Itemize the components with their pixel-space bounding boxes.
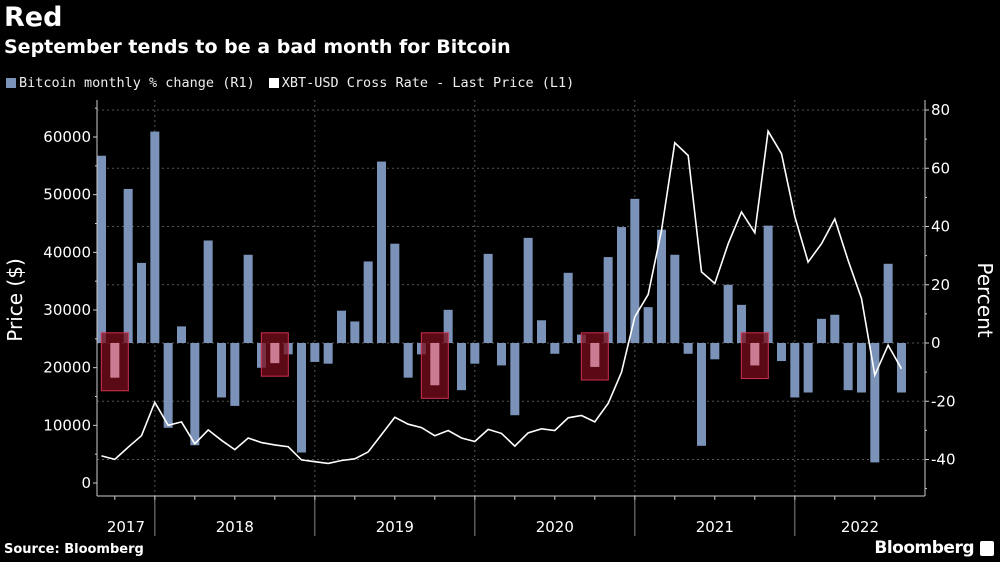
brand-logo: Bloomberg bbox=[874, 538, 974, 558]
left-tick-label: 30000 bbox=[43, 301, 91, 319]
source-note: Source: Bloomberg bbox=[4, 542, 144, 557]
bar-2017-11 bbox=[136, 262, 146, 343]
x-tick-label: 2019 bbox=[376, 518, 414, 536]
bar-2022-03 bbox=[830, 314, 840, 343]
bar-2021-04 bbox=[683, 343, 693, 354]
left-tick-label: 10000 bbox=[43, 416, 91, 434]
bar-2022-02 bbox=[816, 318, 826, 343]
bar-2022-07 bbox=[883, 263, 893, 343]
legend-item-line: XBT-USD Cross Rate - Last Price (L1) bbox=[268, 75, 575, 91]
right-tick-label: -40 bbox=[931, 451, 956, 469]
bar-2021-05 bbox=[696, 343, 706, 446]
bar-2020-11 bbox=[616, 227, 626, 343]
x-tick-label: 2021 bbox=[696, 518, 734, 536]
bar-2019-02 bbox=[336, 310, 346, 343]
bar-2019-05 bbox=[376, 161, 386, 343]
highlighted-bar bbox=[750, 343, 760, 366]
bar-2019-01 bbox=[323, 343, 333, 364]
bar-2017-12 bbox=[150, 131, 160, 343]
legend-swatch-bars bbox=[6, 78, 16, 88]
bar-2020-12 bbox=[630, 198, 640, 343]
bar-2021-03 bbox=[670, 254, 680, 343]
bar-2021-07 bbox=[723, 284, 733, 343]
bar-2018-12 bbox=[310, 343, 320, 362]
bar-2020-06 bbox=[550, 343, 560, 354]
bar-2022-05 bbox=[856, 343, 866, 393]
bar-2018-02 bbox=[176, 326, 186, 343]
legend-item-bars: Bitcoin monthly % change (R1) bbox=[6, 75, 255, 91]
highlighted-bar bbox=[590, 343, 600, 367]
left-axis-title: Price ($) bbox=[3, 258, 27, 341]
bar-2020-01 bbox=[483, 253, 493, 343]
bar-2018-06 bbox=[230, 343, 240, 406]
left-tick-label: 40000 bbox=[43, 243, 91, 261]
bar-2022-04 bbox=[843, 343, 853, 391]
bar-2021-12 bbox=[790, 343, 800, 398]
chart-subtitle: September tends to be a bad month for Bi… bbox=[4, 36, 511, 58]
legend-label-bars: Bitcoin monthly % change (R1) bbox=[19, 75, 255, 91]
bar-2021-01 bbox=[643, 307, 653, 343]
highlighted-bar bbox=[110, 343, 120, 378]
bar-2018-07 bbox=[243, 254, 253, 343]
right-tick-label: 0 bbox=[931, 334, 941, 352]
left-tick-label: 60000 bbox=[43, 128, 91, 146]
highlighted-bar bbox=[430, 343, 440, 386]
price-line bbox=[101, 128, 903, 465]
bar-2021-10 bbox=[763, 225, 773, 343]
right-tick-label: 20 bbox=[931, 276, 950, 294]
legend-label-line: XBT-USD Cross Rate - Last Price (L1) bbox=[281, 75, 575, 91]
right-axis-title: Percent bbox=[973, 262, 997, 337]
bar-2017-10 bbox=[123, 188, 133, 343]
bar-2021-06 bbox=[710, 343, 720, 360]
bar-2019-04 bbox=[363, 261, 373, 343]
legend: Bitcoin monthly % change (R1) XBT-USD Cr… bbox=[6, 75, 574, 91]
right-tick-label: -20 bbox=[931, 392, 956, 410]
left-tick-label: 0 bbox=[81, 474, 91, 492]
x-tick-label: 2022 bbox=[841, 518, 879, 536]
x-tick-label: 2020 bbox=[536, 518, 574, 536]
bar-2020-03 bbox=[510, 343, 520, 416]
bar-2019-06 bbox=[390, 243, 400, 343]
right-tick-label: 80 bbox=[931, 101, 950, 119]
bar-2019-03 bbox=[350, 321, 360, 343]
bar-2018-11 bbox=[296, 343, 306, 453]
bar-2020-07 bbox=[563, 272, 573, 343]
bar-2020-02 bbox=[496, 343, 506, 366]
bar-2017-08 bbox=[97, 155, 106, 343]
right-tick-label: 60 bbox=[931, 159, 950, 177]
bar-2019-12 bbox=[470, 343, 480, 364]
bar-2021-08 bbox=[736, 304, 746, 343]
bar-2021-02 bbox=[656, 229, 666, 343]
left-tick-label: 20000 bbox=[43, 359, 91, 377]
left-tick-label: 50000 bbox=[43, 186, 91, 204]
bar-2020-05 bbox=[536, 320, 546, 343]
bar-2020-04 bbox=[523, 237, 533, 343]
right-tick-label: 40 bbox=[931, 218, 950, 236]
x-tick-label: 2018 bbox=[216, 518, 254, 536]
bar-2022-01 bbox=[803, 343, 813, 393]
bar-2020-10 bbox=[603, 257, 613, 343]
bar-2019-10 bbox=[443, 309, 453, 343]
x-tick-label: 2017 bbox=[107, 518, 145, 536]
bar-2021-11 bbox=[776, 343, 786, 362]
highlighted-bar bbox=[270, 343, 280, 364]
bar-2022-06 bbox=[870, 343, 880, 463]
bar-2018-03 bbox=[190, 343, 200, 446]
bar-2018-01 bbox=[163, 343, 173, 428]
bar-2018-04 bbox=[203, 240, 213, 343]
bar-2019-11 bbox=[456, 343, 466, 391]
bloomberg-icon bbox=[980, 541, 994, 556]
bar-2018-05 bbox=[216, 343, 226, 398]
legend-swatch-line bbox=[268, 78, 279, 88]
bar-2019-07 bbox=[403, 343, 413, 378]
chart-title: Red bbox=[4, 2, 63, 33]
